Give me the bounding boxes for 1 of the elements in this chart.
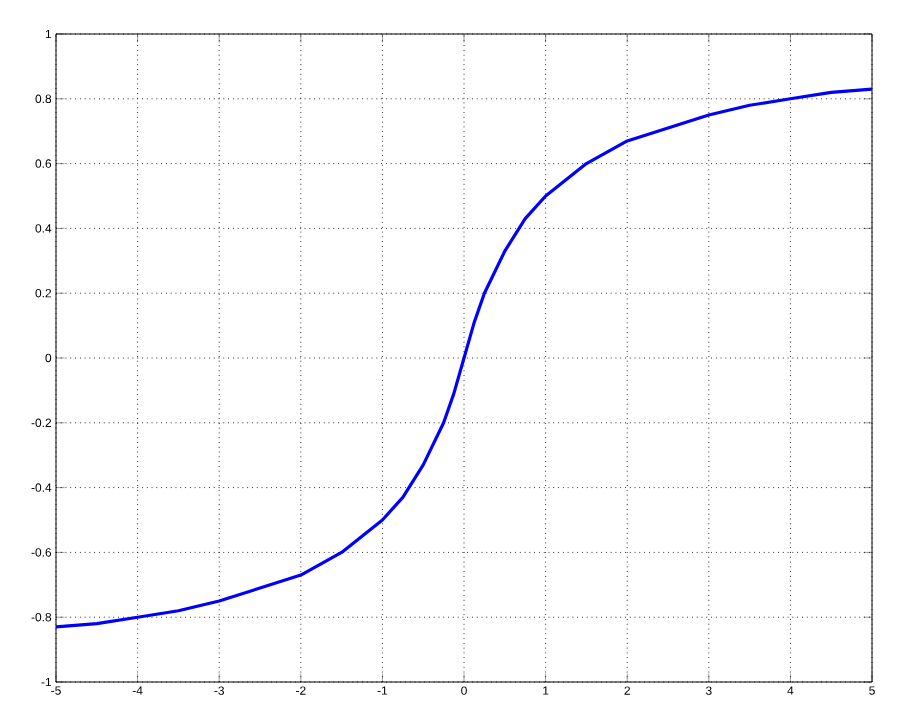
line-series — [56, 87, 873, 629]
